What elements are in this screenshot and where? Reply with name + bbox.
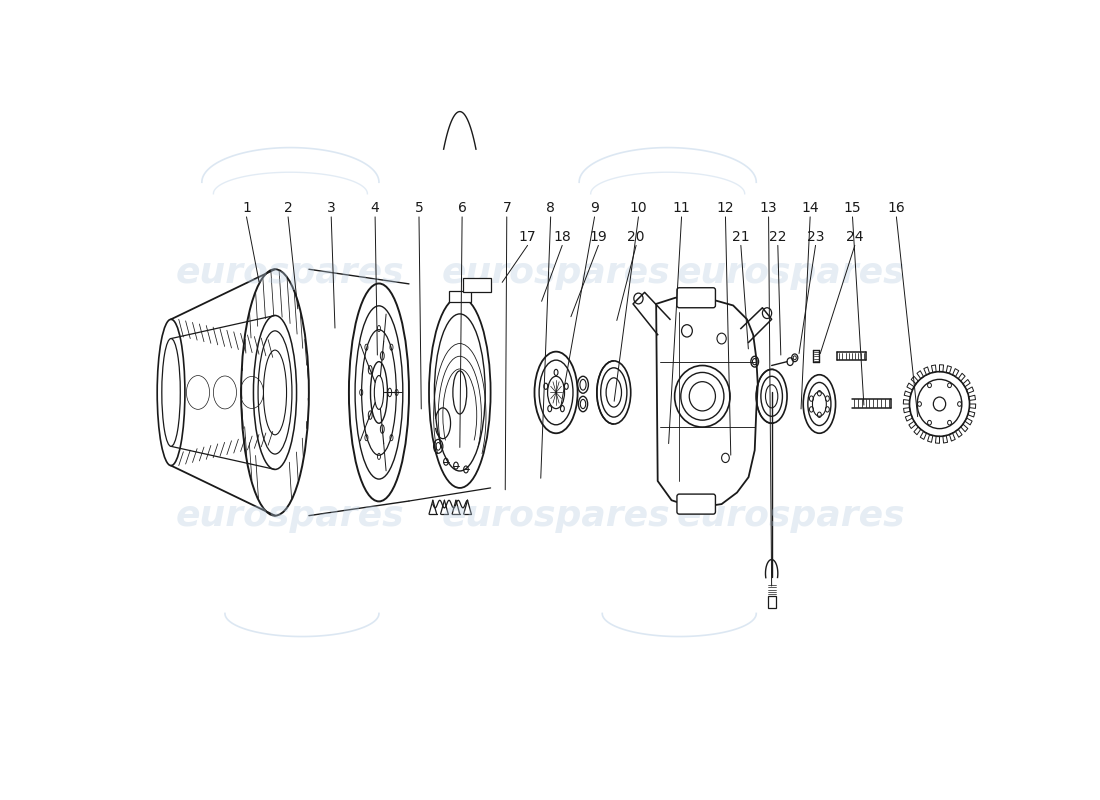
Text: 8: 8 bbox=[547, 202, 556, 215]
Text: 9: 9 bbox=[590, 202, 600, 215]
Text: 11: 11 bbox=[673, 202, 691, 215]
Bar bbox=[768, 596, 776, 608]
Text: 4: 4 bbox=[371, 202, 380, 215]
Text: 21: 21 bbox=[732, 230, 750, 244]
Text: eurospares: eurospares bbox=[676, 256, 905, 290]
Text: eurospares: eurospares bbox=[442, 256, 670, 290]
Text: 3: 3 bbox=[327, 202, 336, 215]
Text: 19: 19 bbox=[590, 230, 607, 244]
Text: 15: 15 bbox=[844, 202, 861, 215]
Text: 23: 23 bbox=[806, 230, 824, 244]
Bar bbox=[449, 291, 471, 302]
Text: eurospares: eurospares bbox=[676, 498, 905, 533]
Text: 2: 2 bbox=[284, 202, 293, 215]
Text: 16: 16 bbox=[888, 202, 905, 215]
Bar bbox=[463, 278, 491, 292]
Text: 10: 10 bbox=[629, 202, 647, 215]
Text: eurospares: eurospares bbox=[442, 498, 670, 533]
Text: 18: 18 bbox=[553, 230, 571, 244]
Text: 14: 14 bbox=[801, 202, 820, 215]
Text: 17: 17 bbox=[519, 230, 537, 244]
Text: 12: 12 bbox=[716, 202, 735, 215]
FancyBboxPatch shape bbox=[676, 288, 715, 308]
Text: 5: 5 bbox=[415, 202, 424, 215]
FancyBboxPatch shape bbox=[676, 494, 715, 514]
Text: 1: 1 bbox=[242, 202, 251, 215]
Text: eurospares: eurospares bbox=[176, 256, 405, 290]
Text: 7: 7 bbox=[503, 202, 512, 215]
Text: 13: 13 bbox=[760, 202, 778, 215]
Text: 22: 22 bbox=[769, 230, 786, 244]
Text: 24: 24 bbox=[846, 230, 864, 244]
Text: 6: 6 bbox=[458, 202, 466, 215]
Text: eurospares: eurospares bbox=[176, 498, 405, 533]
Text: 20: 20 bbox=[627, 230, 645, 244]
